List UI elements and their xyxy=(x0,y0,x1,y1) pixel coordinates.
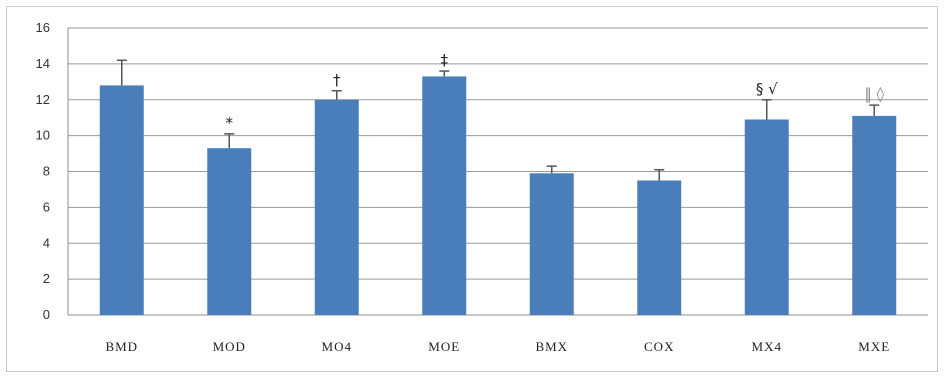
y-tick-label: 10 xyxy=(36,128,50,143)
x-tick-label-cox: COX xyxy=(644,339,674,354)
bar-mxe xyxy=(852,115,897,315)
y-tick-label: 0 xyxy=(43,307,50,322)
y-tick-label: 6 xyxy=(43,199,50,214)
x-tick-label-mod: MOD xyxy=(213,339,246,354)
y-tick-label: 2 xyxy=(43,271,50,286)
x-tick-label-moe: MOE xyxy=(428,339,460,354)
x-tick-label-mxe: MXE xyxy=(858,339,890,354)
y-tick-label: 8 xyxy=(43,164,50,179)
bar-mod xyxy=(207,148,252,315)
x-tick-label-bmd: BMD xyxy=(105,339,138,354)
bar-mx4 xyxy=(744,119,789,315)
y-tick-label: 12 xyxy=(36,92,50,107)
bar-mo4 xyxy=(314,99,359,315)
significance-label-moe: ‡ xyxy=(441,51,449,69)
significance-label-mx4: § √ xyxy=(756,80,778,98)
bar-cox xyxy=(637,180,682,315)
significance-label-mxe: ‖ ◊ xyxy=(864,85,884,103)
significance-label-mo4: † xyxy=(333,71,341,89)
y-tick-label: 4 xyxy=(43,235,50,250)
x-tick-label-mx4: MX4 xyxy=(752,339,782,354)
bar-moe xyxy=(422,76,467,316)
bar-bmd xyxy=(99,85,144,316)
y-tick-label: 14 xyxy=(36,56,50,71)
x-tick-label-mo4: MO4 xyxy=(322,339,352,354)
bar-bmx xyxy=(529,173,574,315)
x-tick-label-bmx: BMX xyxy=(535,339,568,354)
significance-label-mod: * xyxy=(226,114,234,132)
y-tick-label: 16 xyxy=(36,20,50,35)
